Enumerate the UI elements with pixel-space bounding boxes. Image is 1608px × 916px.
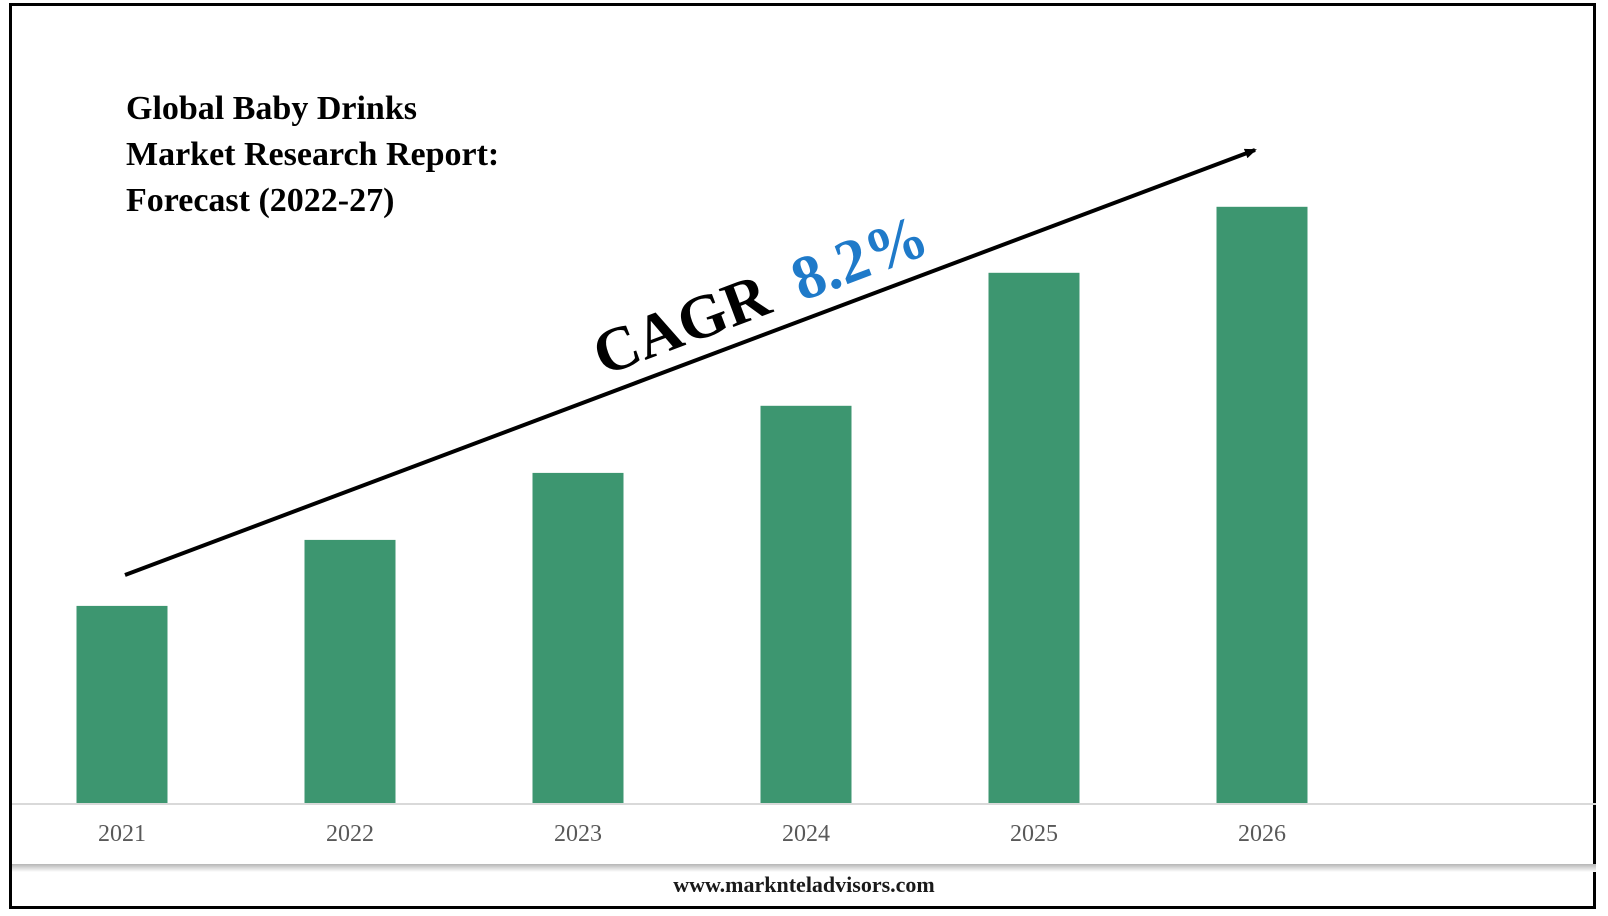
footer-url: www.marknteladvisors.com — [673, 872, 935, 897]
bar-2021 — [76, 605, 168, 803]
bar-2023 — [532, 472, 624, 803]
bar-2024 — [760, 405, 852, 803]
cagr-annotation: CAGR 8.2% — [584, 202, 937, 389]
x-tick-label-2025: 2025 — [1010, 821, 1058, 847]
x-tick-label-2022: 2022 — [326, 821, 374, 847]
chart-title-line-2: Market Research Report: — [126, 136, 500, 173]
bars — [76, 206, 1308, 804]
x-tick-label-2023: 2023 — [554, 821, 602, 847]
chart-title-line-1: Global Baby Drinks — [126, 90, 417, 127]
x-tick-label-2021: 2021 — [98, 821, 146, 847]
bar-2025 — [988, 272, 1080, 803]
cagr-label: CAGR — [584, 261, 780, 389]
x-tick-label-2024: 2024 — [782, 821, 830, 847]
bar-2022 — [304, 539, 396, 803]
footer-divider — [12, 864, 1596, 872]
x-tick-label-2026: 2026 — [1238, 821, 1286, 847]
chart-title-line-3: Forecast (2022-27) — [126, 182, 395, 219]
bar-2026 — [1216, 206, 1308, 804]
trend-arrow — [124, 148, 1257, 577]
x-tick-labels: 2021 2022 2023 2024 2025 2026 — [98, 821, 1286, 847]
chart-title: Global Baby Drinks Market Research Repor… — [126, 86, 646, 224]
